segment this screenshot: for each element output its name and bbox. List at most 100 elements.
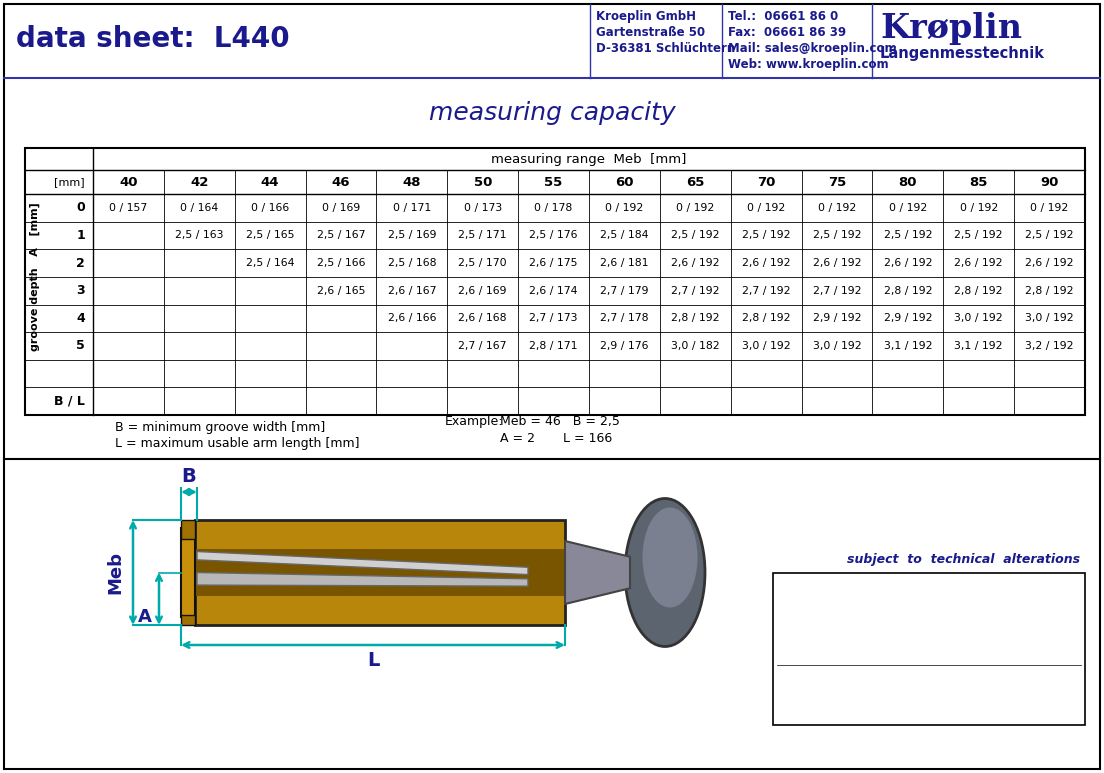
Text: 42: 42 [190,175,209,189]
Text: 50: 50 [474,175,492,189]
Bar [181,520,195,539]
Text: 2,5 / 171: 2,5 / 171 [458,230,507,240]
Text: 2,9 / 192: 2,9 / 192 [813,313,861,323]
Bar [181,529,195,617]
Text: 80: 80 [899,175,917,189]
Text: B = minimum groove width [mm]: B = minimum groove width [mm] [115,421,326,434]
FancyArrowPatch shape [183,642,562,648]
Text: [mm]: [mm] [54,177,85,187]
Text: 0 / 192: 0 / 192 [959,203,998,213]
Polygon shape [197,573,528,586]
Text: A = 2       L = 166: A = 2 L = 166 [500,433,613,445]
Text: 2,6 / 169: 2,6 / 169 [458,286,507,296]
Bar [181,615,195,625]
Text: 1: 1 [76,229,85,242]
Text: B / L: B / L [54,395,85,407]
Ellipse shape [643,508,698,608]
Text: 2,9 / 176: 2,9 / 176 [601,341,649,351]
Text: 3: 3 [76,284,85,297]
Text: drawing-nr.:: drawing-nr.: [781,588,856,601]
Text: 2,5 / 192: 2,5 / 192 [1026,230,1074,240]
Text: 2,5 / 164: 2,5 / 164 [246,258,295,268]
Text: 2,8 / 192: 2,8 / 192 [1026,286,1074,296]
Text: data sheet:  L440: data sheet: L440 [15,25,289,53]
Text: Web: www.kroeplin.com: Web: www.kroeplin.com [728,58,889,71]
Text: 3,1 / 192: 3,1 / 192 [955,341,1002,351]
FancyArrowPatch shape [130,523,136,622]
Text: 2,5 / 192: 2,5 / 192 [671,230,720,240]
Text: 0 / 171: 0 / 171 [393,203,431,213]
Text: 0 / 192: 0 / 192 [676,203,714,213]
Text: 2,6 / 192: 2,6 / 192 [1026,258,1074,268]
Text: 2,6 / 175: 2,6 / 175 [529,258,577,268]
Text: 2,5 / 192: 2,5 / 192 [883,230,932,240]
Text: 2,6 / 168: 2,6 / 168 [458,313,507,323]
Text: groove depth   A   [mm]: groove depth A [mm] [30,203,40,351]
Text: Example:: Example: [445,416,503,428]
Text: subject  to  technical  alterations: subject to technical alterations [847,553,1080,566]
Text: 2,6 / 166: 2,6 / 166 [388,313,436,323]
Text: L = maximum usable arm length [mm]: L = maximum usable arm length [mm] [115,438,360,451]
Text: Krøplin: Krøplin [880,12,1022,45]
Text: 0 / 192: 0 / 192 [605,203,644,213]
Text: 2,7 / 192: 2,7 / 192 [742,286,790,296]
Text: 2,5 / 192: 2,5 / 192 [813,230,861,240]
Text: 2,5 / 192: 2,5 / 192 [742,230,790,240]
Text: 2,5 / 165: 2,5 / 165 [246,230,295,240]
Text: 60: 60 [615,175,634,189]
Text: 0 / 157: 0 / 157 [109,203,148,213]
Text: 2,6 / 192: 2,6 / 192 [671,258,720,268]
Text: 2: 2 [76,257,85,270]
Text: 2,7 / 178: 2,7 / 178 [601,313,649,323]
Text: 2,8 / 192: 2,8 / 192 [742,313,790,323]
Text: 2,7 / 179: 2,7 / 179 [601,286,649,296]
Text: Tel.:  06661 86 0: Tel.: 06661 86 0 [728,10,838,23]
Text: 48: 48 [403,175,421,189]
Text: 5: 5 [76,339,85,352]
Bar [197,550,564,596]
Text: Längenmesstechnik: Längenmesstechnik [880,46,1045,61]
Text: 2,8 / 192: 2,8 / 192 [671,313,720,323]
Text: L: L [367,652,379,670]
Text: 2,5 / 192: 2,5 / 192 [955,230,1002,240]
Bar [195,520,565,625]
Text: 3,0 / 192: 3,0 / 192 [1026,313,1074,323]
Text: 0 / 166: 0 / 166 [251,203,289,213]
Text: A: A [138,608,152,626]
Text: 2,7 / 192: 2,7 / 192 [671,286,720,296]
Text: 2,5 / 176: 2,5 / 176 [529,230,577,240]
Bar [25,148,1085,415]
Text: 2,8 / 171: 2,8 / 171 [529,341,577,351]
FancyArrowPatch shape [183,489,194,495]
Text: 3,0 / 182: 3,0 / 182 [671,341,720,351]
Text: 2,7 / 192: 2,7 / 192 [813,286,861,296]
Bar [773,573,1085,725]
Text: 65: 65 [686,175,704,189]
Text: 3,0 / 192: 3,0 / 192 [742,341,790,351]
Text: 46: 46 [331,175,350,189]
Text: 2,5 / 167: 2,5 / 167 [317,230,365,240]
Text: revision status:: revision status: [781,673,877,686]
Polygon shape [565,541,630,604]
Text: 40: 40 [119,175,138,189]
Text: date of issue:: date of issue: [781,608,866,621]
Text: DAB-L440-K-e: DAB-L440-K-e [891,588,987,601]
Text: 2,5 / 169: 2,5 / 169 [388,230,436,240]
Text: 2,6 / 181: 2,6 / 181 [601,258,649,268]
Text: 0 / 192: 0 / 192 [818,203,856,213]
Text: 2,5 / 163: 2,5 / 163 [176,230,223,240]
Text: name:: name: [781,628,820,642]
Text: 2,5 / 170: 2,5 / 170 [458,258,507,268]
Text: 3,0 / 192: 3,0 / 192 [813,341,861,351]
Text: 0 / 192: 0 / 192 [889,203,927,213]
Text: 0: 0 [76,201,85,214]
Text: 05.03.2021: 05.03.2021 [891,608,970,621]
Text: 2,6 / 192: 2,6 / 192 [955,258,1002,268]
Text: 90: 90 [1040,175,1059,189]
Text: 2,9 / 192: 2,9 / 192 [883,313,932,323]
Text: 2,6 / 165: 2,6 / 165 [317,286,365,296]
Text: 0 / 173: 0 / 173 [464,203,502,213]
Text: Fax:  06661 86 39: Fax: 06661 86 39 [728,26,846,39]
Text: 2,6 / 192: 2,6 / 192 [813,258,861,268]
Text: Mail: sales@kroeplin.com: Mail: sales@kroeplin.com [728,42,896,55]
